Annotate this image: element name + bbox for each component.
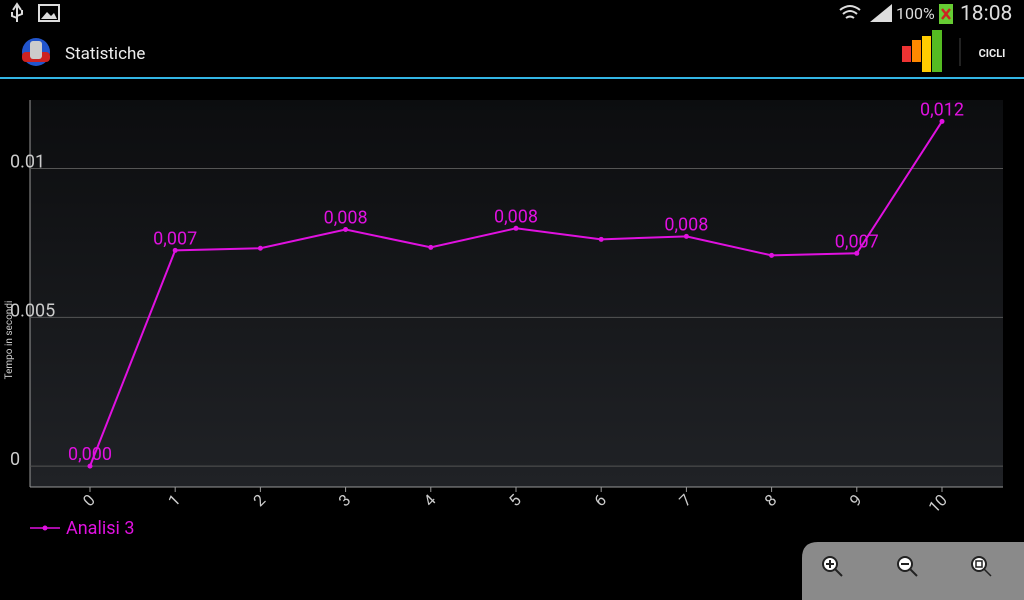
zoom-in-glyph [826,560,843,577]
y-tick-label: 0.005 [10,300,55,321]
data-point [598,236,604,242]
zoom-reset-button[interactable] [971,556,992,577]
battery-level: 100% [896,4,935,23]
action-bar-bg [0,26,1024,78]
cicli-button[interactable]: CICLI [979,47,1006,60]
data-point [257,245,263,251]
data-label: 0,008 [494,206,538,227]
action-bar: Statistiche CICLI [0,26,1024,79]
chart-icon-bar [932,30,942,72]
data-label: 0,012 [920,99,964,120]
zoom-in-button[interactable] [822,556,843,577]
data-point [343,226,349,232]
plot-area [30,100,1003,487]
chart-icon-bar [902,46,911,62]
data-point [769,252,775,258]
data-point [854,250,860,256]
image-icon [38,4,60,22]
zoom-controls [802,542,1024,600]
legend-marker [42,525,48,531]
y-axis-title: Tempo in secondi [4,301,15,380]
clock: 18:08 [960,2,1012,26]
data-label: 0,000 [68,444,112,465]
legend-label: Analisi 3 [66,518,134,539]
zoom-reset-icon [971,556,987,572]
data-point [683,233,689,239]
status-bar: 100% 18:08 [11,2,1012,26]
data-point [428,244,434,250]
chart-icon-bar [912,40,921,62]
wifi-icon [839,5,861,19]
chart-icon-bar [922,36,931,72]
data-label: 0,008 [324,207,368,228]
data-point [939,118,945,124]
zoom-out-button[interactable] [897,556,918,577]
image-icon-mount [41,12,57,19]
action-bar-underline [0,77,1024,79]
usb-icon [11,2,23,22]
data-label: 0,007 [153,228,197,249]
data-label: 0,007 [835,231,879,252]
data-point [172,247,178,253]
data-label: 0,008 [664,214,708,235]
y-tick-label: 0.01 [10,151,45,172]
y-tick-label: 0 [10,449,20,470]
zoom-reset-glyph [975,560,992,577]
app-title: Statistiche [65,44,145,64]
data-point [87,463,93,469]
chart-button[interactable] [902,30,942,72]
zoom-out-glyph [901,563,918,577]
battery-alert [941,8,951,20]
data-point [513,225,519,231]
app-icon-part [30,41,42,59]
signal-icon [870,4,892,22]
